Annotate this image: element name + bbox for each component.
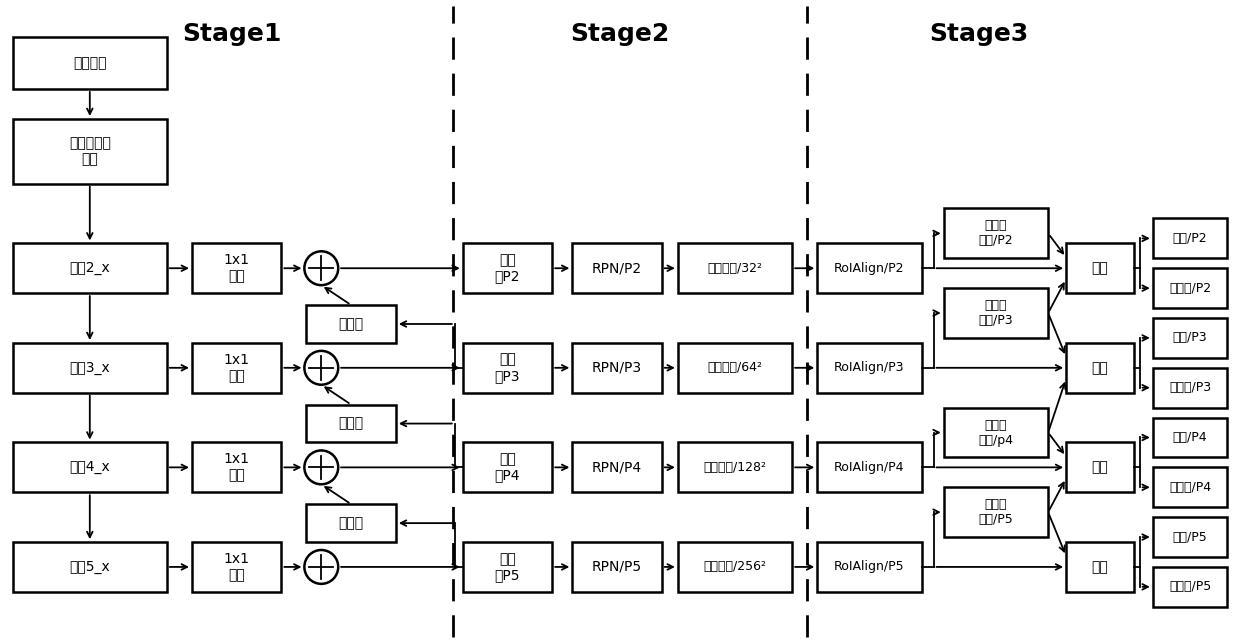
Text: RoIAlign/P4: RoIAlign/P4 [835,461,905,474]
FancyBboxPatch shape [463,542,552,592]
Text: 级联: 级联 [1091,560,1109,574]
FancyBboxPatch shape [817,243,921,293]
FancyBboxPatch shape [1066,343,1133,393]
Text: 1x1
卷积: 1x1 卷积 [223,253,249,284]
FancyBboxPatch shape [12,442,167,493]
Text: 残差网络卷
积端: 残差网络卷 积端 [69,136,110,167]
Text: 候选区域/32²: 候选区域/32² [708,262,763,275]
FancyBboxPatch shape [817,442,921,493]
FancyBboxPatch shape [463,243,552,293]
Text: 特征
谱P4: 特征 谱P4 [495,452,521,482]
Text: 级联: 级联 [1091,361,1109,375]
Text: 级联: 级联 [1091,460,1109,475]
Text: RoIAlign/P3: RoIAlign/P3 [835,361,905,374]
FancyBboxPatch shape [572,243,662,293]
FancyBboxPatch shape [1153,467,1228,507]
Text: RPN/P2: RPN/P2 [591,261,642,275]
Text: 上采样: 上采样 [339,317,363,331]
Text: 中心点
预测/p4: 中心点 预测/p4 [978,419,1013,446]
Text: RPN/P3: RPN/P3 [591,361,642,375]
Text: RPN/P4: RPN/P4 [591,460,642,475]
Text: 分类/P5: 分类/P5 [1173,530,1208,543]
FancyBboxPatch shape [817,542,921,592]
Text: 候选区域/64²: 候选区域/64² [708,361,763,374]
Text: 中心点
预测/P2: 中心点 预测/P2 [978,219,1013,248]
FancyBboxPatch shape [678,343,792,393]
Text: 中心点
预测/P3: 中心点 预测/P3 [978,299,1013,327]
FancyBboxPatch shape [944,408,1048,457]
FancyBboxPatch shape [1066,442,1133,493]
Text: RoIAlign/P2: RoIAlign/P2 [835,262,905,275]
FancyBboxPatch shape [12,542,167,592]
FancyBboxPatch shape [192,542,281,592]
Text: 边界框/P5: 边界框/P5 [1169,581,1211,593]
FancyBboxPatch shape [678,442,792,493]
Text: RoIAlign/P5: RoIAlign/P5 [835,561,905,574]
FancyBboxPatch shape [944,288,1048,338]
Text: 特征
谱P2: 特征 谱P2 [495,253,521,284]
Circle shape [304,451,339,484]
Text: 上采样: 上采样 [339,417,363,431]
FancyBboxPatch shape [817,343,921,393]
FancyBboxPatch shape [572,442,662,493]
Text: 边界框/P2: 边界框/P2 [1169,282,1211,294]
Text: 残差3_x: 残差3_x [69,361,110,375]
FancyBboxPatch shape [192,243,281,293]
FancyBboxPatch shape [192,442,281,493]
FancyBboxPatch shape [306,504,396,542]
Text: RPN/P5: RPN/P5 [591,560,642,574]
FancyBboxPatch shape [1153,268,1228,308]
FancyBboxPatch shape [12,343,167,393]
Text: 级联: 级联 [1091,261,1109,275]
Text: 特征
谱P5: 特征 谱P5 [495,552,521,582]
FancyBboxPatch shape [1066,243,1133,293]
FancyBboxPatch shape [12,37,167,89]
FancyBboxPatch shape [192,343,281,393]
FancyBboxPatch shape [1066,542,1133,592]
Text: 分类/P3: 分类/P3 [1173,331,1208,345]
Text: Stage1: Stage1 [182,23,281,46]
FancyBboxPatch shape [944,487,1048,537]
Text: 边界框/P4: 边界框/P4 [1169,481,1211,494]
FancyBboxPatch shape [572,542,662,592]
FancyBboxPatch shape [12,243,167,293]
Text: 上采样: 上采样 [339,516,363,530]
Circle shape [304,550,339,584]
Text: 1x1
卷积: 1x1 卷积 [223,552,249,582]
FancyBboxPatch shape [572,343,662,393]
FancyBboxPatch shape [306,404,396,442]
Text: 分类/P4: 分类/P4 [1173,431,1208,444]
Circle shape [304,251,339,285]
FancyBboxPatch shape [1153,219,1228,258]
FancyBboxPatch shape [12,119,167,184]
FancyBboxPatch shape [463,442,552,493]
Text: 1x1
卷积: 1x1 卷积 [223,353,249,383]
FancyBboxPatch shape [678,542,792,592]
Text: 边界框/P3: 边界框/P3 [1169,381,1211,394]
Text: 残差5_x: 残差5_x [69,560,110,574]
FancyBboxPatch shape [1153,318,1228,358]
FancyBboxPatch shape [1153,417,1228,457]
Text: 分类/P2: 分类/P2 [1173,232,1208,245]
Text: Stage2: Stage2 [570,23,670,46]
Text: 候选区域/256²: 候选区域/256² [703,561,766,574]
Text: 候选区域/128²: 候选区域/128² [703,461,766,474]
Circle shape [304,351,339,385]
FancyBboxPatch shape [678,243,792,293]
Text: Stage3: Stage3 [929,23,1028,46]
FancyBboxPatch shape [306,305,396,343]
FancyBboxPatch shape [463,343,552,393]
FancyBboxPatch shape [1153,567,1228,607]
FancyBboxPatch shape [944,208,1048,258]
Text: 特征
谱P3: 特征 谱P3 [495,353,521,383]
Text: 1x1
卷积: 1x1 卷积 [223,452,249,482]
Text: 中心点
预测/P5: 中心点 预测/P5 [978,498,1013,526]
FancyBboxPatch shape [1153,517,1228,557]
Text: 输入图片: 输入图片 [73,56,107,70]
Text: 残差4_x: 残差4_x [69,460,110,475]
Text: 残差2_x: 残差2_x [69,261,110,275]
FancyBboxPatch shape [1153,368,1228,408]
